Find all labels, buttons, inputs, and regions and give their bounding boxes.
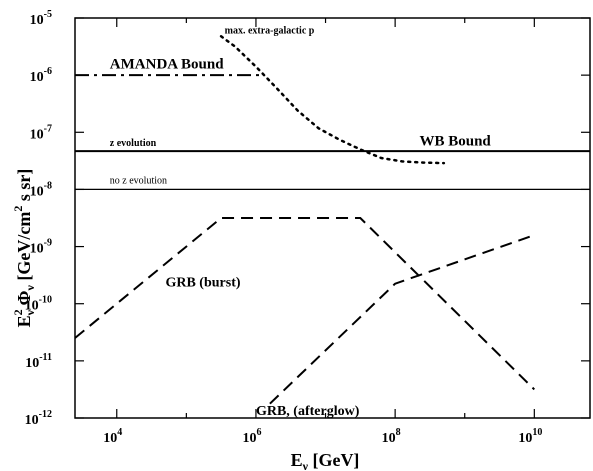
annotation-label: AMANDA Bound	[110, 56, 224, 72]
y-tick-label: 10-11	[25, 352, 52, 371]
tick-labels: 104 106 108 1010 10-5 10-6 10-7 10-8 10-9 10-10 10…	[25, 9, 543, 446]
series-line-grb_burst	[74, 217, 536, 391]
series-lines	[74, 35, 590, 405]
series-line-grb_afterglow	[269, 234, 535, 405]
y-tick-label: 10-5	[30, 9, 52, 28]
annotation-label: no z evolution	[110, 176, 167, 187]
x-axis-label: Eν [GeV]	[291, 450, 360, 471]
y-tick-label: 10-7	[30, 123, 52, 142]
plot-frame	[74, 17, 591, 419]
series-line-maxeg	[219, 35, 446, 165]
y-tick-label: 10-6	[30, 66, 52, 85]
annotation-label: WB Bound	[419, 133, 491, 149]
x-tick-label: 106	[242, 427, 261, 446]
y-tick-label: 10-8	[30, 180, 52, 199]
x-tick-label: 1010	[518, 427, 542, 446]
y-tick-label: 10-10	[25, 295, 52, 314]
annotation-label: max. extra-galactic p	[225, 25, 315, 36]
x-tick-label: 104	[103, 427, 122, 446]
x-tick-label: 108	[382, 427, 401, 446]
y-tick-label: 10-12	[25, 409, 52, 428]
annotation-label: z evolution	[110, 138, 157, 149]
axis-ticks	[75, 17, 590, 419]
y-axis-label: E2ν Φν [GeV/cm2 s sr]	[11, 169, 37, 328]
annotation-label: GRB, (afterglow)	[256, 404, 360, 419]
y-tick-label: 10-9	[30, 238, 52, 257]
annotations: max. extra-galactic p AMANDA Bound z evolu…	[110, 25, 492, 419]
annotation-label: GRB (burst)	[165, 276, 240, 291]
